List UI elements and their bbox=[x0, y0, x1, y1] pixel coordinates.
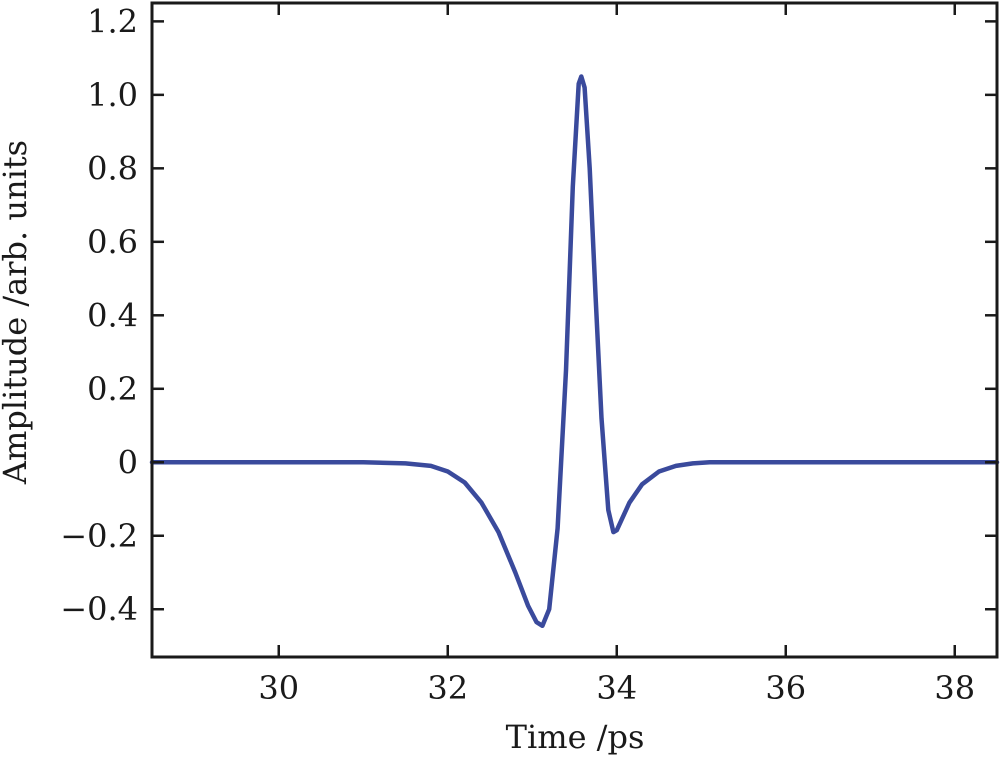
y-tick-label: 0.6 bbox=[87, 223, 138, 261]
x-tick-label: 32 bbox=[427, 669, 468, 707]
y-tick-label: 0 bbox=[118, 443, 138, 481]
y-tick-label: −0.4 bbox=[60, 590, 138, 628]
y-tick-label: 0.4 bbox=[87, 296, 138, 334]
y-axis-label: Amplitude /arb. units bbox=[0, 140, 34, 485]
x-tick-label: 38 bbox=[934, 669, 975, 707]
y-tick-label: −0.2 bbox=[60, 517, 138, 555]
x-tick-label: 34 bbox=[596, 669, 637, 707]
x-axis-label: Time /ps bbox=[506, 718, 645, 756]
y-tick-label: 1.2 bbox=[87, 2, 138, 40]
y-tick-label: 0.8 bbox=[87, 149, 138, 187]
y-tick-label: 0.2 bbox=[87, 370, 138, 408]
series-line-0 bbox=[149, 74, 1000, 629]
x-tick-label: 36 bbox=[765, 669, 806, 707]
x-tick-label: 30 bbox=[258, 669, 299, 707]
y-tick-label: 1.0 bbox=[87, 76, 138, 114]
plot-frame bbox=[150, 1, 999, 659]
